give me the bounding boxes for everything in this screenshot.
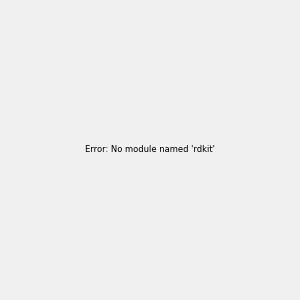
Text: Error: No module named 'rdkit': Error: No module named 'rdkit' [85, 146, 215, 154]
